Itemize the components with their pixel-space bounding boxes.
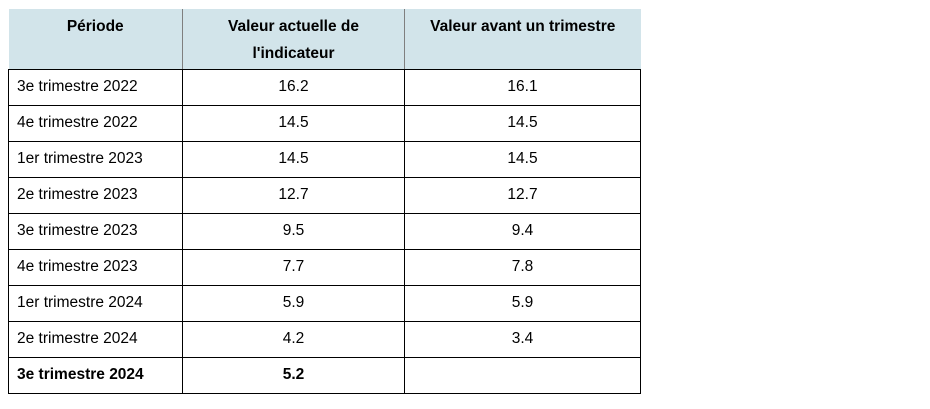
table-row: 2e trimestre 2024 4.2 3.4 xyxy=(8,321,641,358)
cell-current-value: 4.2 xyxy=(182,321,405,358)
header-current-value: Valeur actuelle de l'indicateur xyxy=(182,9,405,70)
cell-current-value: 9.5 xyxy=(182,213,405,250)
table-row: 1er trimestre 2024 5.9 5.9 xyxy=(8,285,641,322)
cell-previous-value: 5.9 xyxy=(404,285,641,322)
cell-period: 2e trimestre 2024 xyxy=(8,321,183,358)
cell-period: 1er trimestre 2024 xyxy=(8,285,183,322)
cell-previous-value: 3.4 xyxy=(404,321,641,358)
cell-previous-value: 7.8 xyxy=(404,249,641,286)
cell-current-value: 14.5 xyxy=(182,105,405,142)
cell-current-value: 14.5 xyxy=(182,141,405,178)
cell-previous-value: 12.7 xyxy=(404,177,641,214)
table-row: 4e trimestre 2023 7.7 7.8 xyxy=(8,249,641,286)
table-row: 1er trimestre 2023 14.5 14.5 xyxy=(8,141,641,178)
cell-previous-value: 14.5 xyxy=(404,105,641,142)
indicator-table-container: Période Valeur actuelle de l'indicateur … xyxy=(8,9,641,394)
cell-period: 1er trimestre 2023 xyxy=(8,141,183,178)
table-row: 2e trimestre 2023 12.7 12.7 xyxy=(8,177,641,214)
cell-current-value: 5.9 xyxy=(182,285,405,322)
cell-previous-value: 9.4 xyxy=(404,213,641,250)
table-row: 3e trimestre 2023 9.5 9.4 xyxy=(8,213,641,250)
cell-period: 3e trimestre 2022 xyxy=(8,69,183,106)
cell-current-value: 16.2 xyxy=(182,69,405,106)
cell-period: 4e trimestre 2023 xyxy=(8,249,183,286)
table-row-latest: 3e trimestre 2024 5.2 xyxy=(8,357,641,394)
cell-current-value: 12.7 xyxy=(182,177,405,214)
header-period: Période xyxy=(8,9,183,70)
cell-period: 2e trimestre 2023 xyxy=(8,177,183,214)
table-row: 3e trimestre 2022 16.2 16.1 xyxy=(8,69,641,106)
cell-period: 3e trimestre 2023 xyxy=(8,213,183,250)
cell-period: 4e trimestre 2022 xyxy=(8,105,183,142)
cell-period: 3e trimestre 2024 xyxy=(8,357,183,394)
table-row: 4e trimestre 2022 14.5 14.5 xyxy=(8,105,641,142)
cell-current-value: 7.7 xyxy=(182,249,405,286)
cell-previous-value: 14.5 xyxy=(404,141,641,178)
header-previous-value: Valeur avant un trimestre xyxy=(404,9,641,70)
indicator-table: Période Valeur actuelle de l'indicateur … xyxy=(8,9,641,394)
cell-current-value: 5.2 xyxy=(182,357,405,394)
cell-previous-value: 16.1 xyxy=(404,69,641,106)
table-header-row: Période Valeur actuelle de l'indicateur … xyxy=(8,9,641,70)
cell-previous-value xyxy=(404,357,641,394)
